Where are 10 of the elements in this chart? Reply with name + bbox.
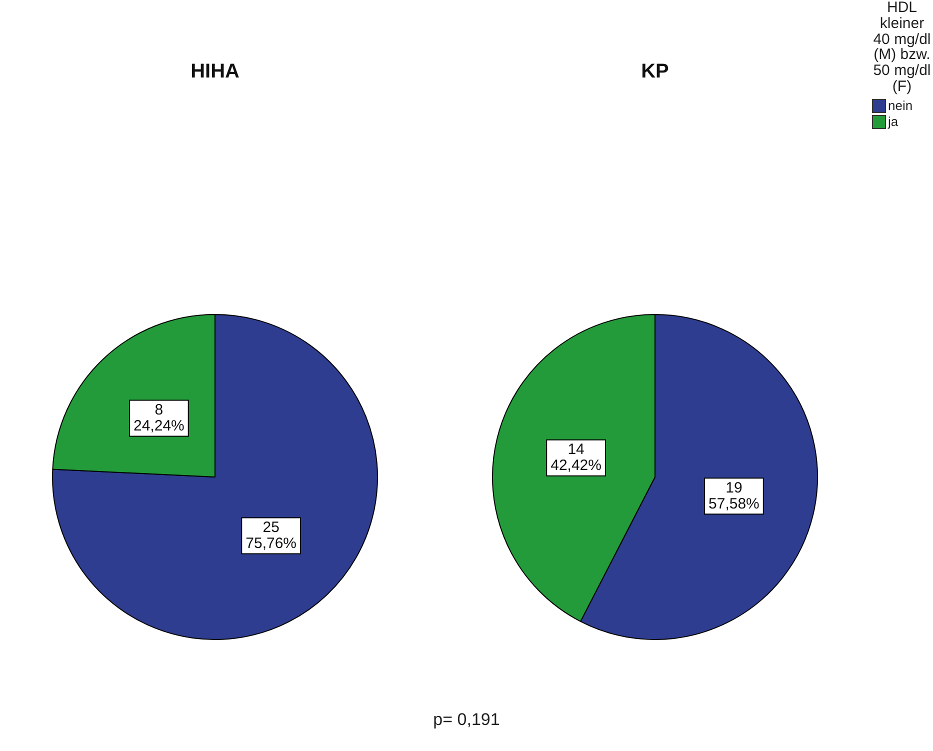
text: p= 0,191 xyxy=(432,710,501,730)
legend-label: ja xyxy=(888,114,898,129)
data-label: 14 42,42% xyxy=(550,440,602,474)
chart-title: HIHA xyxy=(190,60,240,83)
data-label: 25 75,76% xyxy=(246,518,297,552)
data-label: 19 57,58% xyxy=(708,479,760,512)
data-label: 8 24,24% xyxy=(133,401,184,434)
legend-label: nein xyxy=(888,98,913,113)
chart-title: KP xyxy=(641,60,669,83)
legend-title: HDL kleiner 40 mg/dl (M) bzw. 50 mg/dl (F) xyxy=(872,0,932,95)
